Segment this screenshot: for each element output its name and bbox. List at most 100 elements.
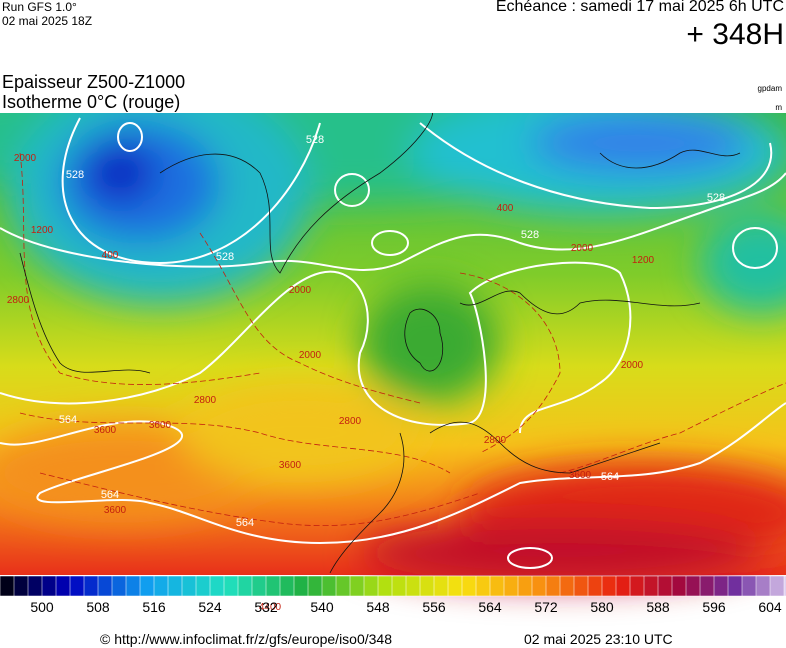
color-swatch bbox=[475, 576, 491, 597]
contour bbox=[117, 122, 143, 152]
color-swatch bbox=[391, 576, 407, 597]
color-swatch bbox=[349, 576, 365, 597]
isotherm-label: 3600 bbox=[94, 425, 117, 436]
color-swatch bbox=[167, 576, 183, 597]
contour bbox=[0, 172, 786, 271]
thickness-contours bbox=[0, 117, 786, 569]
color-swatch bbox=[769, 576, 785, 597]
color-swatch bbox=[433, 576, 449, 597]
contour bbox=[371, 230, 409, 256]
contour bbox=[507, 547, 553, 569]
color-swatch bbox=[293, 576, 309, 597]
run-label: Run GFS 1.0° bbox=[2, 0, 77, 14]
thickness-label: 564 bbox=[236, 517, 254, 529]
colorbar-label: 524 bbox=[198, 599, 222, 615]
color-swatch bbox=[55, 576, 71, 597]
map: 528 528 528 528 528 564 564 564 564 2000 1200 2800 4… bbox=[0, 113, 786, 613]
color-swatch bbox=[153, 576, 169, 597]
color-swatch bbox=[181, 576, 197, 597]
isotherm-label: 2000 bbox=[571, 243, 594, 254]
color-swatch bbox=[69, 576, 85, 597]
color-swatch bbox=[265, 576, 281, 597]
thickness-label: 528 bbox=[521, 229, 539, 241]
isotherm-label: 2000 bbox=[621, 360, 644, 371]
colorbar-label: 516 bbox=[142, 599, 166, 615]
thickness-label: 528 bbox=[306, 134, 324, 146]
isotherm-label: 1200 bbox=[632, 255, 655, 266]
contour bbox=[0, 402, 786, 545]
timestamp: 02 mai 2025 23:10 UTC bbox=[524, 631, 673, 647]
color-swatch bbox=[447, 576, 463, 597]
color-swatch bbox=[13, 576, 29, 597]
run-date: 02 mai 2025 18Z bbox=[2, 14, 93, 28]
color-swatch bbox=[741, 576, 757, 597]
contour bbox=[334, 173, 370, 207]
thickness-label: 528 bbox=[66, 169, 84, 181]
color-swatch bbox=[727, 576, 743, 597]
colorbar-label: 604 bbox=[758, 599, 782, 615]
color-swatch bbox=[657, 576, 673, 597]
colorbar-label: 564 bbox=[478, 599, 502, 615]
color-swatch bbox=[559, 576, 575, 597]
unit-thickness: gpdam bbox=[757, 84, 782, 93]
color-swatch bbox=[755, 576, 771, 597]
contour bbox=[61, 117, 321, 265]
isotherm-label: 3600 bbox=[149, 420, 172, 431]
colorbar: 500 508 516 524 532 540 548 556 564 572 580 588 596 6… bbox=[0, 576, 786, 615]
title-line2: Isotherme 0°C (rouge) bbox=[2, 92, 181, 112]
echeance: Echéance : samedi 17 mai 2025 6h UTC bbox=[495, 0, 784, 15]
color-swatch bbox=[783, 576, 786, 597]
color-swatch bbox=[237, 576, 253, 597]
color-swatch bbox=[531, 576, 547, 597]
thickness-label: 564 bbox=[59, 414, 77, 426]
title-line1: Epaisseur Z500-Z1000 bbox=[2, 72, 186, 92]
color-swatch bbox=[713, 576, 729, 597]
isotherm-label: 3600 bbox=[104, 505, 127, 516]
color-swatch bbox=[209, 576, 225, 597]
thickness-label: 528 bbox=[216, 251, 234, 263]
isotherm-label: 2000 bbox=[14, 153, 37, 164]
color-swatch bbox=[615, 576, 631, 597]
color-swatch bbox=[125, 576, 141, 597]
contour bbox=[0, 261, 632, 434]
color-swatch bbox=[195, 576, 211, 597]
contour bbox=[732, 227, 778, 269]
isotherm-label: 3600 bbox=[279, 460, 302, 471]
isotherm-label: 400 bbox=[102, 250, 119, 261]
colorbar-label: 556 bbox=[422, 599, 446, 615]
unit-height: m bbox=[775, 103, 782, 112]
colorbar-label: 532 bbox=[254, 599, 278, 615]
color-swatch bbox=[307, 576, 323, 597]
color-swatch bbox=[517, 576, 533, 597]
thickness-label: 564 bbox=[101, 489, 119, 501]
color-swatch bbox=[363, 576, 379, 597]
color-swatch bbox=[545, 576, 561, 597]
color-swatch bbox=[671, 576, 687, 597]
color-swatch bbox=[489, 576, 505, 597]
thickness-label: 564 bbox=[601, 471, 619, 483]
isotherm-label: 4400 bbox=[259, 602, 282, 613]
color-swatch bbox=[111, 576, 127, 597]
isotherm-label: 2800 bbox=[339, 416, 362, 427]
contour bbox=[419, 122, 773, 210]
thickness-field bbox=[0, 113, 786, 583]
color-swatch bbox=[461, 576, 477, 597]
color-swatch bbox=[27, 576, 43, 597]
isotherm-label: 3600 bbox=[569, 470, 592, 481]
color-swatch bbox=[503, 576, 519, 597]
color-swatch bbox=[601, 576, 617, 597]
horizon: + 348H bbox=[686, 18, 784, 51]
color-swatch bbox=[573, 576, 589, 597]
color-swatch bbox=[643, 576, 659, 597]
isotherm-label: 2800 bbox=[484, 435, 507, 446]
color-swatch bbox=[279, 576, 295, 597]
colorbar-label: 508 bbox=[86, 599, 110, 615]
colorbar-label: 596 bbox=[702, 599, 726, 615]
isotherm-label: 2000 bbox=[299, 350, 322, 361]
color-swatch bbox=[83, 576, 99, 597]
map-labels: 528 528 528 528 528 564 564 564 564 2000 1200 2800 4… bbox=[7, 134, 725, 613]
colorbar-label: 580 bbox=[590, 599, 614, 615]
colorbar-label: 540 bbox=[310, 599, 334, 615]
color-swatch bbox=[629, 576, 645, 597]
